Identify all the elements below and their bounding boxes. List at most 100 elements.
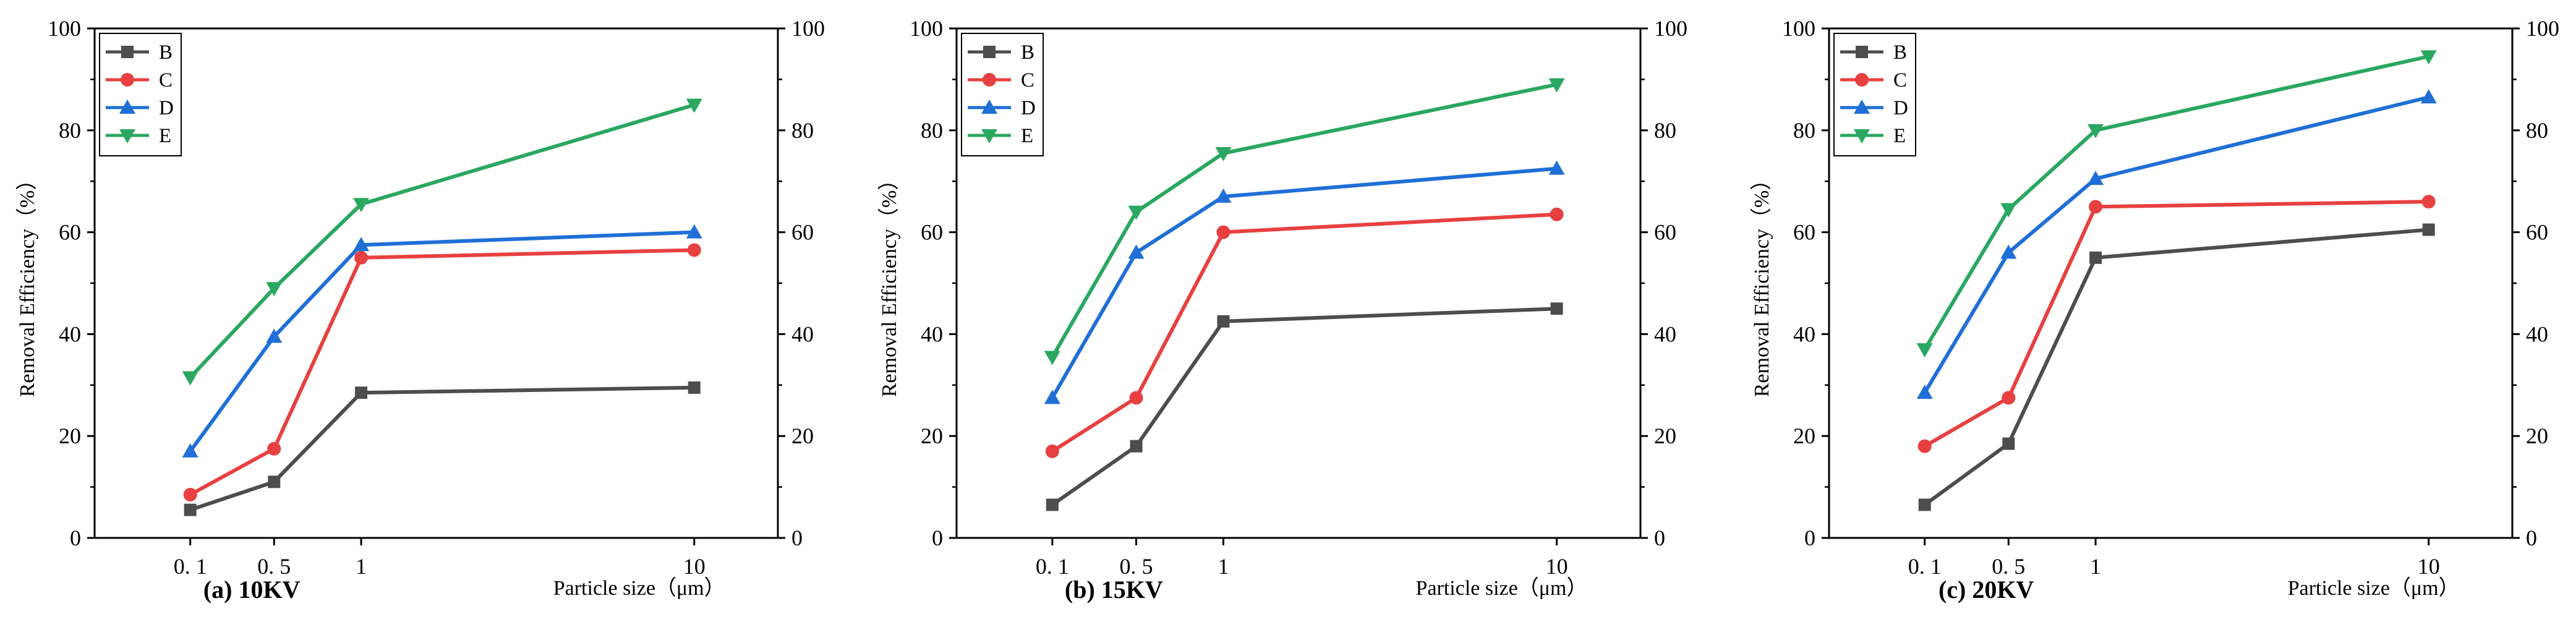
data-point-B	[2002, 437, 2015, 450]
data-point-C	[1129, 391, 1143, 405]
legend-label-D: D	[1893, 97, 1908, 119]
y-tick-label-right: 60	[2526, 220, 2548, 245]
panel-caption: (a) 10KV	[203, 576, 301, 603]
x-tick-label: 1	[356, 554, 367, 579]
series-line-D	[189, 230, 694, 453]
x-axis-title: Particle size（μm）	[1416, 576, 1588, 600]
y-tick-label-left: 0	[932, 526, 943, 550]
y-tick-label-left: 60	[921, 220, 943, 245]
y-tick-label-left: 60	[59, 220, 81, 245]
series-line-D	[1051, 166, 1557, 399]
data-point-E	[2000, 203, 2017, 218]
data-point-D	[1044, 390, 1060, 404]
legend-label-B: B	[1021, 41, 1034, 64]
series-line-C	[1924, 200, 2429, 448]
y-tick-label-left: 40	[59, 322, 81, 346]
data-point-C	[1550, 207, 1564, 221]
y-tick-label-right: 100	[2526, 16, 2559, 41]
data-point-D	[1128, 244, 1145, 259]
y-tick-label-right: 20	[2526, 424, 2548, 448]
x-tick-label: 0. 1	[174, 554, 207, 579]
data-point-E	[686, 98, 702, 113]
y-tick-label-right: 60	[791, 220, 814, 245]
y-tick-label-right: 40	[791, 322, 814, 346]
legend-marker-E	[1854, 129, 1870, 143]
data-point-C	[2089, 200, 2103, 214]
data-point-E	[1548, 78, 1565, 93]
legend-marker-B	[121, 46, 134, 58]
data-point-D	[1916, 385, 1933, 399]
x-tick-label: 10	[1546, 554, 1568, 579]
panel-caption: (c) 20KV	[1938, 576, 2034, 603]
y-tick-label-left: 20	[59, 424, 81, 448]
data-point-D	[182, 443, 198, 458]
x-axis-title: Particle size（μm）	[553, 576, 725, 600]
y-tick-label-left: 100	[910, 16, 943, 41]
y-tick-label-left: 60	[1793, 220, 1815, 245]
legend-label-B: B	[159, 41, 173, 64]
data-point-D	[1215, 188, 1232, 203]
y-tick-label-right: 80	[791, 118, 814, 143]
x-tick-label: 0. 5	[1120, 554, 1153, 579]
series-line-B	[1051, 307, 1557, 506]
data-point-D	[353, 237, 370, 252]
y-tick-label-left: 40	[1793, 322, 1815, 346]
y-tick-label-left: 100	[48, 16, 81, 41]
series-line-C	[189, 248, 694, 496]
plot-frame	[1828, 27, 2514, 539]
legend-marker-E	[981, 129, 997, 143]
data-point-C	[2002, 391, 2016, 405]
chart-panel-1: 0 0 20 20 40 40 60 60 80 80 100 100 0. 1 0. 5 1 10 Remov…	[15, 16, 825, 603]
data-point-B	[355, 386, 368, 399]
data-point-E	[1128, 205, 1145, 220]
legend-marker-C	[1855, 73, 1869, 87]
plot-frame	[955, 27, 1642, 539]
y-tick-label-left: 100	[1782, 16, 1815, 41]
y-tick-label-right: 20	[1654, 424, 1676, 448]
series-line-E	[1923, 54, 2429, 351]
data-point-D	[2000, 244, 2017, 259]
legend-label-B: B	[1893, 41, 1907, 64]
data-point-C	[2421, 195, 2436, 209]
data-point-D	[686, 224, 702, 239]
legend-label-D: D	[1021, 97, 1036, 119]
data-point-D	[266, 328, 283, 343]
data-point-E	[1044, 351, 1060, 365]
x-tick-label: 10	[683, 554, 706, 579]
chart-panel-2: 0 0 20 20 40 40 60 60 80 80 100 100 0. 1 0. 5 1 10 Remov…	[877, 16, 1687, 603]
y-tick-label-left: 20	[1793, 424, 1815, 448]
legend-label-C: C	[159, 69, 173, 92]
y-tick-label-right: 100	[791, 16, 825, 41]
series-line-B	[1923, 228, 2429, 506]
data-point-B	[1550, 302, 1563, 315]
data-point-B	[2089, 251, 2102, 264]
legend-label-D: D	[159, 97, 174, 119]
data-point-E	[1916, 343, 1933, 358]
data-point-B	[1046, 498, 1059, 511]
legend-label-E: E	[1021, 125, 1033, 147]
y-tick-label-left: 20	[921, 424, 943, 448]
x-tick-label: 10	[2418, 554, 2440, 579]
data-point-C	[183, 487, 197, 501]
x-tick-label: 0. 5	[1992, 554, 2025, 579]
y-tick-label-left: 0	[70, 526, 81, 550]
data-point-C	[1917, 439, 1932, 453]
data-point-D	[1548, 160, 1565, 175]
y-tick-label-right: 40	[1654, 322, 1676, 346]
chart-panel-3: 0 0 20 20 40 40 60 60 80 80 100 100 0. 1 0. 5 1 10 Remov…	[1750, 16, 2559, 603]
legend-marker-D	[119, 100, 135, 114]
data-point-B	[268, 475, 281, 488]
data-point-B	[1217, 315, 1230, 328]
y-tick-label-right: 0	[791, 526, 803, 550]
data-point-B	[1918, 498, 1931, 511]
x-tick-label: 1	[1218, 554, 1229, 579]
x-axis-title: Particle size（μm）	[2288, 576, 2460, 600]
x-tick-label: 0. 5	[257, 554, 291, 579]
data-point-C	[1216, 225, 1230, 239]
data-point-B	[1130, 440, 1143, 453]
data-point-D	[2420, 89, 2437, 104]
x-tick-label: 0. 1	[1908, 554, 1942, 579]
y-tick-label-right: 80	[2526, 118, 2548, 143]
data-point-E	[353, 198, 370, 213]
